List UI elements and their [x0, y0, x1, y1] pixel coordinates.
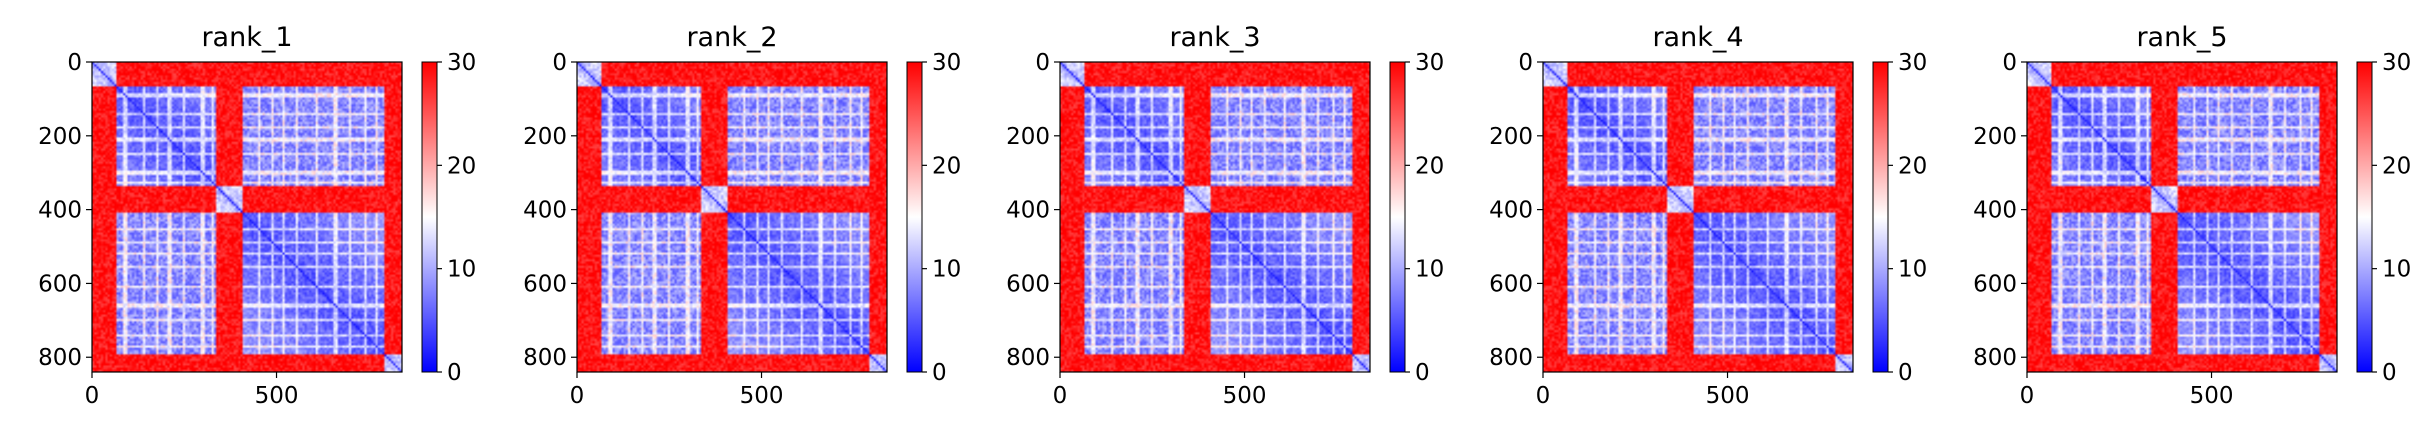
panel-title: rank_2 — [686, 22, 777, 53]
colorbar-tick-label: 0 — [932, 360, 947, 386]
y-tick-label: 200 — [38, 124, 82, 150]
colorbar-tick-label: 0 — [447, 360, 462, 386]
x-tick-label: 0 — [2020, 383, 2035, 409]
plot-frame — [576, 61, 888, 373]
heatmap-image — [2027, 62, 2337, 372]
colorbar-tick-label: 0 — [1898, 360, 1913, 386]
y-tick-label: 600 — [1973, 271, 2017, 297]
colorbar — [421, 61, 438, 373]
colorbar — [2356, 61, 2373, 373]
y-tick-label: 600 — [523, 271, 567, 297]
y-tick-label: 600 — [38, 271, 82, 297]
y-tick-label: 200 — [523, 124, 567, 150]
x-tick-label: 0 — [570, 383, 585, 409]
colorbar — [1872, 61, 1889, 373]
colorbar-tick-label: 20 — [1898, 153, 1927, 179]
colorbar-tick-label: 0 — [2382, 360, 2397, 386]
plot-frame — [2026, 61, 2338, 373]
colorbar-tick-label: 0 — [1415, 360, 1430, 386]
y-tick-label: 0 — [2002, 50, 2017, 76]
plot-frame — [1059, 61, 1371, 373]
x-tick-label: 0 — [85, 383, 100, 409]
x-tick-label: 500 — [1706, 383, 1750, 409]
colorbar — [906, 61, 923, 373]
colorbar-tick-label: 30 — [2382, 50, 2411, 76]
y-tick-label: 0 — [67, 50, 82, 76]
colorbar-tick-label: 10 — [1898, 257, 1927, 283]
panel-title: rank_4 — [1652, 22, 1743, 53]
colorbar-tick-label: 10 — [1415, 257, 1444, 283]
colorbar-tick-label: 30 — [447, 50, 476, 76]
y-tick-label: 800 — [1006, 345, 1050, 371]
panel-title: rank_1 — [201, 22, 292, 53]
y-tick-label: 800 — [1489, 345, 1533, 371]
colorbar-tick-label: 20 — [932, 153, 961, 179]
heatmap-image — [577, 62, 887, 372]
panel-title: rank_3 — [1169, 22, 1260, 53]
heatmap-image — [1543, 62, 1853, 372]
heatmap-image — [1060, 62, 1370, 372]
colorbar-tick-label: 10 — [932, 257, 961, 283]
colorbar-tick-label: 10 — [2382, 257, 2411, 283]
y-tick-label: 0 — [552, 50, 567, 76]
y-tick-label: 0 — [1518, 50, 1533, 76]
y-tick-label: 400 — [1973, 198, 2017, 224]
colorbar-tick-label: 30 — [932, 50, 961, 76]
y-tick-label: 600 — [1006, 271, 1050, 297]
x-tick-label: 500 — [2190, 383, 2234, 409]
heatmap-image — [92, 62, 402, 372]
y-tick-label: 800 — [523, 345, 567, 371]
y-tick-label: 400 — [1489, 198, 1533, 224]
y-tick-label: 400 — [1006, 198, 1050, 224]
x-tick-label: 500 — [1223, 383, 1267, 409]
x-tick-label: 500 — [255, 383, 299, 409]
y-tick-label: 400 — [523, 198, 567, 224]
y-tick-label: 0 — [1035, 50, 1050, 76]
y-tick-label: 600 — [1489, 271, 1533, 297]
y-tick-label: 800 — [1973, 345, 2017, 371]
y-tick-label: 800 — [38, 345, 82, 371]
colorbar-tick-label: 10 — [447, 257, 476, 283]
colorbar-tick-label: 20 — [1415, 153, 1444, 179]
colorbar — [1389, 61, 1406, 373]
x-tick-label: 0 — [1536, 383, 1551, 409]
y-tick-label: 200 — [1489, 124, 1533, 150]
colorbar-tick-label: 30 — [1898, 50, 1927, 76]
x-tick-label: 0 — [1053, 383, 1068, 409]
y-tick-label: 400 — [38, 198, 82, 224]
plot-frame — [91, 61, 403, 373]
colorbar-tick-label: 20 — [2382, 153, 2411, 179]
y-tick-label: 200 — [1973, 124, 2017, 150]
panel-title: rank_5 — [2136, 22, 2227, 53]
colorbar-tick-label: 30 — [1415, 50, 1444, 76]
x-tick-label: 500 — [740, 383, 784, 409]
colorbar-tick-label: 20 — [447, 153, 476, 179]
y-tick-label: 200 — [1006, 124, 1050, 150]
plot-frame — [1542, 61, 1854, 373]
